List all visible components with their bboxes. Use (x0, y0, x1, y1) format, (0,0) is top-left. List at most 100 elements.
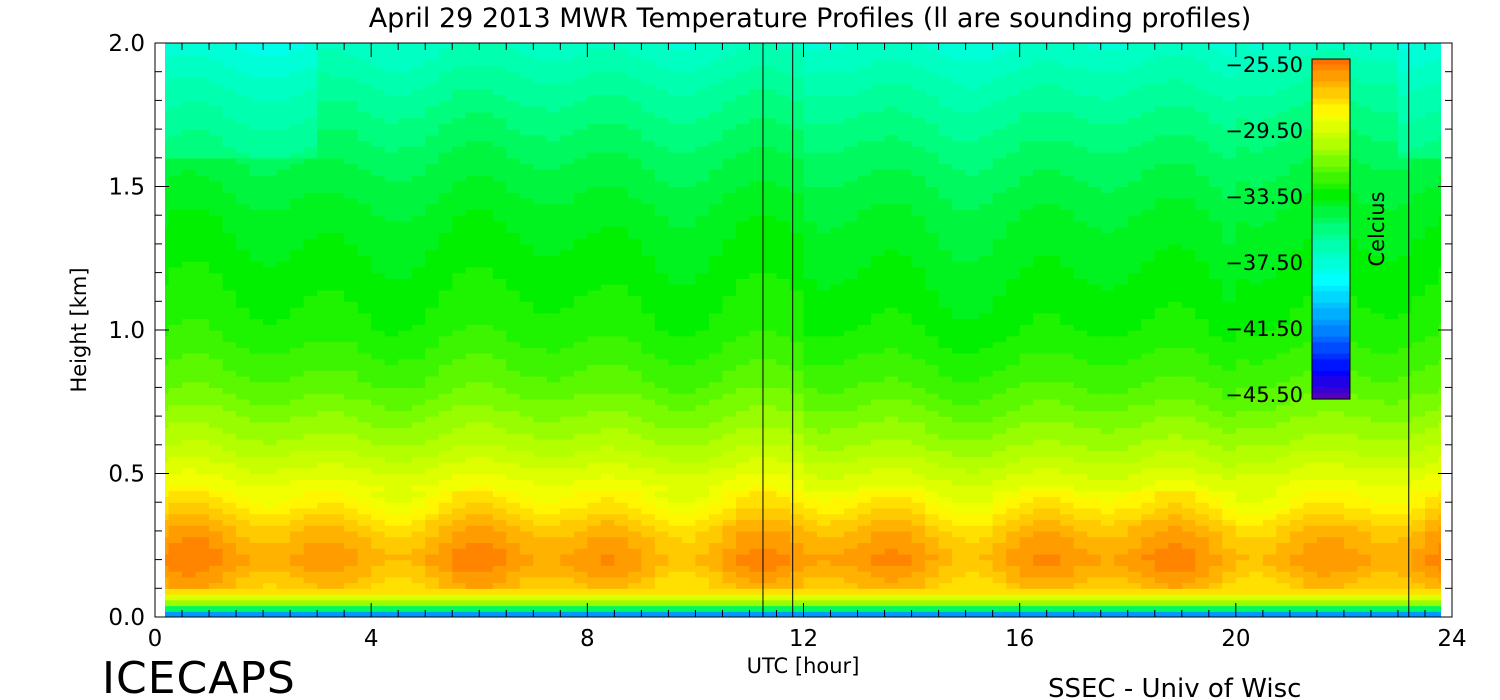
heatmap-cell (654, 232, 669, 239)
heatmap-cell (249, 278, 264, 285)
heatmap-cell (654, 243, 669, 251)
heatmap-cell (425, 295, 440, 302)
heatmap-cell (789, 559, 805, 566)
heatmap-cell (546, 444, 561, 452)
heatmap-cell (803, 404, 818, 411)
heatmap-cell (654, 565, 669, 572)
heatmap-cell (587, 611, 602, 617)
heatmap-cell (209, 272, 224, 279)
heatmap-cell (182, 186, 197, 193)
heatmap-cell (276, 140, 291, 147)
heatmap-cell (803, 180, 818, 188)
heatmap-cell (546, 479, 561, 486)
heatmap-cell (614, 238, 629, 245)
heatmap-cell (762, 312, 778, 320)
heatmap-cell (236, 197, 251, 205)
heatmap-cell (438, 226, 453, 234)
heatmap-cell (641, 352, 656, 360)
heatmap-cell (303, 513, 318, 521)
heatmap-cell (533, 94, 548, 101)
heatmap-cell (384, 65, 399, 73)
heatmap-cell (762, 553, 778, 561)
heatmap-cell (573, 439, 588, 446)
heatmap-cell (492, 48, 507, 56)
heatmap-cell (668, 588, 683, 595)
heatmap-cell (803, 341, 818, 348)
heatmap-cell (465, 307, 480, 314)
heatmap-cell (681, 226, 697, 234)
heatmap-cell (600, 462, 615, 469)
heatmap-cell (614, 571, 629, 578)
heatmap-cell (641, 370, 656, 377)
heatmap-cell (222, 421, 237, 429)
heatmap-cell (627, 341, 642, 348)
heatmap-cell (803, 175, 818, 182)
heatmap-cell (330, 410, 345, 417)
heatmap-cell (722, 117, 737, 124)
heatmap-cell (695, 513, 710, 521)
heatmap-cell (249, 238, 264, 245)
heatmap-cell (695, 169, 710, 176)
heatmap-cell (722, 278, 737, 285)
heatmap-cell (749, 180, 764, 188)
heatmap-cell (762, 519, 778, 526)
heatmap-cell (546, 238, 561, 245)
heatmap-cell (425, 100, 440, 107)
heatmap-cell (303, 301, 318, 308)
heatmap-cell (546, 473, 561, 480)
heatmap-cell (222, 502, 237, 509)
heatmap-cell (681, 203, 697, 211)
heatmap-cell (438, 559, 453, 566)
heatmap-cell (479, 65, 494, 73)
heatmap-cell (317, 530, 332, 538)
heatmap-cell (209, 565, 224, 572)
heatmap-cell (263, 330, 278, 337)
heatmap-cell (236, 152, 251, 159)
heatmap-cell (695, 439, 710, 446)
heatmap-cell (627, 255, 642, 262)
heatmap-cell (614, 594, 629, 601)
heatmap-cell (357, 157, 372, 165)
heatmap-cell (519, 490, 534, 498)
heatmap-cell (506, 444, 521, 452)
heatmap-cell (371, 519, 386, 526)
heatmap-cell (735, 484, 751, 492)
heatmap-cell (681, 473, 697, 480)
heatmap-cell (236, 548, 251, 555)
heatmap-cell (330, 530, 345, 538)
heatmap-cell (681, 416, 697, 423)
heatmap-cell (479, 77, 494, 84)
heatmap-cell (411, 192, 426, 199)
heatmap-cell (627, 358, 642, 366)
heatmap-cell (803, 307, 818, 314)
heatmap-cell (222, 140, 237, 147)
heatmap-cell (384, 312, 399, 320)
heatmap-cell (519, 301, 534, 308)
heatmap-cell (411, 467, 426, 475)
heatmap-cell (290, 324, 305, 331)
heatmap-cell (722, 352, 737, 360)
heatmap-cell (803, 519, 818, 526)
heatmap-cell (803, 559, 818, 566)
heatmap-cell (276, 416, 291, 423)
heatmap-cell (182, 175, 197, 182)
heatmap-cell (344, 439, 359, 446)
heatmap-cell (492, 525, 507, 532)
heatmap-cell (587, 71, 602, 79)
heatmap-cell (209, 197, 224, 205)
heatmap-cell (506, 284, 521, 291)
heatmap-cell (735, 530, 751, 538)
heatmap-cell (344, 54, 359, 61)
heatmap-cell (641, 123, 656, 130)
heatmap-cell (614, 525, 629, 532)
heatmap-cell (627, 140, 642, 147)
heatmap-cell (735, 203, 751, 211)
heatmap-cell (438, 364, 453, 371)
heatmap-cell (708, 215, 724, 222)
heatmap-cell (519, 335, 534, 343)
heatmap-cell (560, 324, 575, 331)
heatmap-cell (344, 490, 359, 498)
heatmap-cell (573, 163, 588, 170)
heatmap-cell (614, 209, 629, 216)
heatmap-cell (452, 255, 467, 262)
